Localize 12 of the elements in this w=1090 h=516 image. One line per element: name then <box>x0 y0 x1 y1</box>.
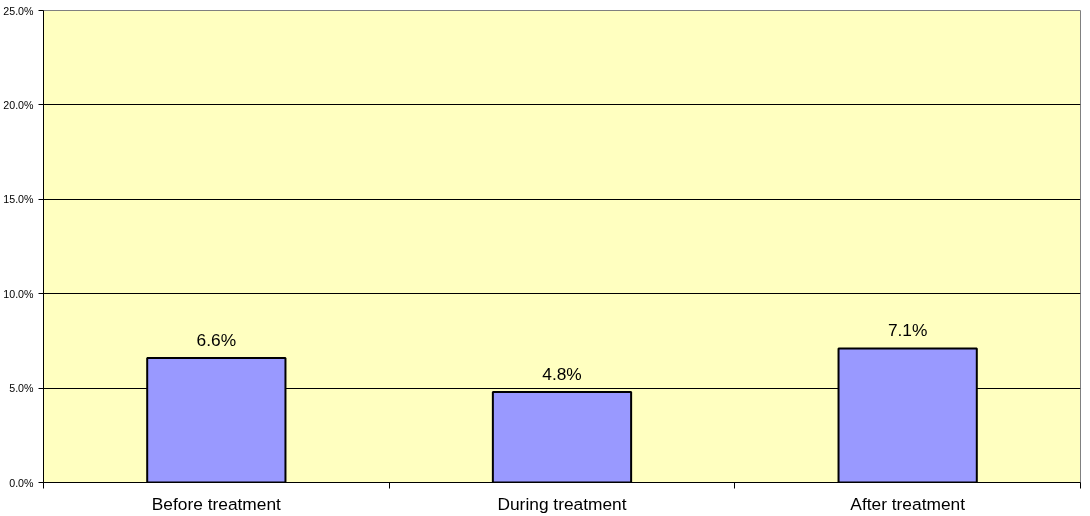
data-label: 4.8% <box>542 363 582 384</box>
x-tick-label: During treatment <box>497 493 627 514</box>
y-tick-label: 10.0% <box>3 287 35 300</box>
y-tick-label: 20.0% <box>3 98 35 111</box>
data-label: 7.1% <box>887 320 928 341</box>
data-label: 6.6% <box>196 329 237 350</box>
x-tick-label: Before treatment <box>151 493 282 514</box>
y-tick-label: 25.0% <box>3 4 35 17</box>
y-tick-label: 15.0% <box>3 193 35 206</box>
y-tick-label: 0.0% <box>9 476 35 489</box>
x-tick-label: After treatment <box>850 493 966 514</box>
y-tick-label: 5.0% <box>9 382 35 395</box>
